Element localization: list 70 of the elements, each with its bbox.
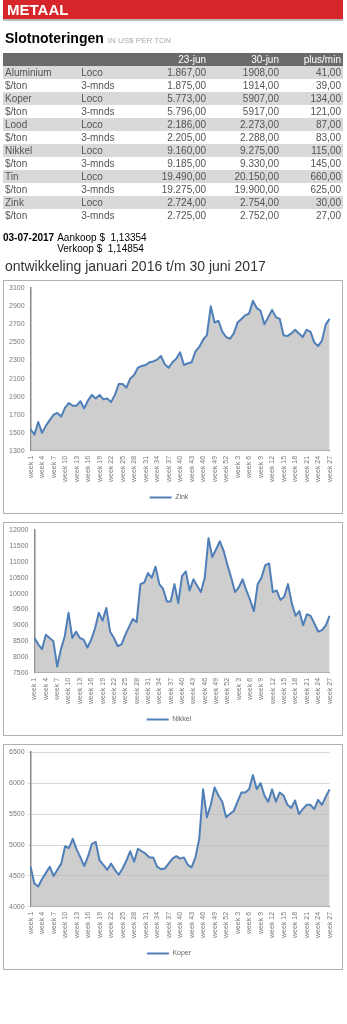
text: $/ton bbox=[4, 157, 29, 170]
text: 2.724,00 bbox=[166, 196, 208, 209]
text: IN US$ PER TON bbox=[107, 36, 172, 45]
text: 145,00 bbox=[309, 157, 342, 170]
text: 2.754,00 bbox=[239, 196, 280, 209]
text: 2.288,00 bbox=[239, 131, 280, 144]
text: METAAL bbox=[3, 0, 343, 21]
text: $/ton bbox=[4, 105, 29, 118]
text: 19.490,00 bbox=[160, 170, 208, 183]
text: 20.150,00 bbox=[233, 170, 280, 183]
text: 41,00 bbox=[314, 66, 342, 79]
text: 39,00 bbox=[314, 79, 342, 92]
text: 5.773,00 bbox=[166, 92, 208, 105]
text: 3-mnds bbox=[80, 131, 116, 144]
text: 27,00 bbox=[314, 209, 342, 222]
text: $/ton bbox=[4, 209, 29, 222]
text: 1914,00 bbox=[241, 79, 280, 92]
text: Lood bbox=[4, 118, 29, 131]
text: 19.275,00 bbox=[160, 183, 208, 196]
text: 1.875,00 bbox=[166, 79, 208, 92]
text: 5.796,00 bbox=[166, 105, 208, 118]
text: 83,00 bbox=[314, 131, 342, 144]
text: 3-mnds bbox=[80, 183, 116, 196]
text: 115,00 bbox=[310, 144, 342, 157]
text: 3-mnds bbox=[80, 79, 116, 92]
text: Aankoop $ 1,13354 bbox=[57, 232, 147, 243]
text: 19.900,00 bbox=[233, 183, 280, 196]
text: 2.725,00 bbox=[166, 209, 208, 222]
text: 3-mnds bbox=[80, 209, 116, 222]
text: 1908,00 bbox=[241, 66, 280, 79]
text: Loco bbox=[80, 118, 104, 131]
category-label: 30-jun bbox=[250, 53, 280, 66]
category-label: plus/min bbox=[302, 53, 342, 66]
text: 3-mnds bbox=[80, 105, 116, 118]
text: Loco bbox=[80, 196, 104, 209]
text: Tin bbox=[4, 170, 20, 183]
text: $/ton bbox=[4, 183, 29, 196]
text: Aluminium bbox=[4, 66, 53, 79]
text: 5917,00 bbox=[241, 105, 280, 118]
text: Koper bbox=[4, 92, 33, 105]
text: Verkoop $ 1,14854 bbox=[57, 243, 145, 254]
text: 9.185,00 bbox=[166, 157, 208, 170]
text: 03-07-2017 bbox=[3, 232, 55, 245]
text: 87,00 bbox=[314, 118, 342, 131]
text: Slotnoteringen bbox=[5, 30, 104, 46]
text: 9.160,00 bbox=[166, 144, 208, 157]
text: 2.205,00 bbox=[166, 131, 208, 144]
text: 5907,00 bbox=[241, 92, 280, 105]
text: 9.330,00 bbox=[239, 157, 280, 170]
text: 2.186,00 bbox=[166, 118, 208, 131]
text: 1.867,00 bbox=[166, 66, 208, 79]
text: $/ton bbox=[4, 79, 29, 92]
text: Nikkel bbox=[4, 144, 34, 157]
text: 134,00 bbox=[309, 92, 342, 105]
text: 2.273,00 bbox=[239, 118, 280, 131]
text: Loco bbox=[80, 66, 104, 79]
text: 660,00 bbox=[309, 170, 342, 183]
text: $/ton bbox=[4, 131, 29, 144]
text: 121,00 bbox=[309, 105, 342, 118]
text: Zink bbox=[4, 196, 25, 209]
text: 30,00 bbox=[314, 196, 342, 209]
text: Loco bbox=[80, 92, 104, 105]
text: 2.752,00 bbox=[239, 209, 280, 222]
text: Loco bbox=[80, 170, 104, 183]
text: 625,00 bbox=[309, 183, 342, 196]
text: 9.275,00 bbox=[239, 144, 280, 157]
chart-title: ontwikkeling januari 2016 t/m 30 juni 2017 bbox=[5, 258, 267, 274]
category-label: 23-jun bbox=[177, 53, 208, 66]
text: 3-mnds bbox=[80, 157, 116, 170]
text: Loco bbox=[80, 144, 104, 157]
